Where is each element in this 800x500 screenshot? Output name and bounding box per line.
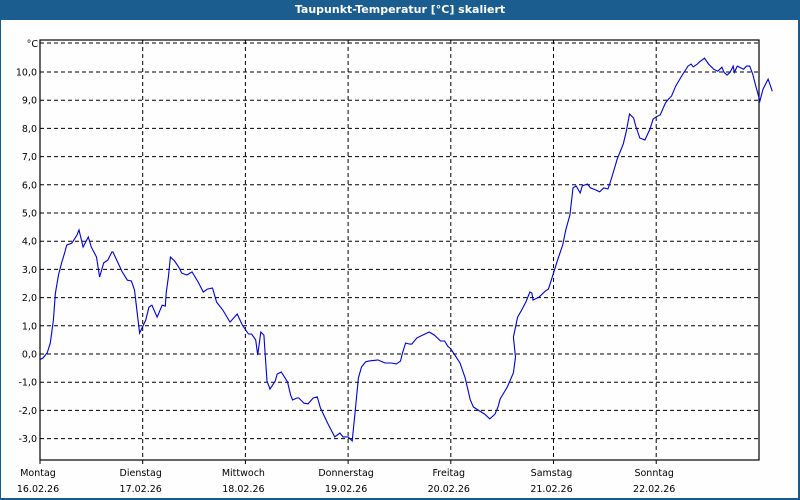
y-tick-label: 6,0 (22, 180, 37, 191)
y-tick-label: 7,0 (22, 152, 37, 163)
x-tick-date: 16.02.26 (17, 484, 59, 495)
y-tick-label: 5,0 (22, 209, 37, 220)
x-axis: Montag 16.02.26 Dienstag 17.02.26 Mittwoch 18… (17, 460, 675, 495)
y-unit-label: °C (27, 39, 39, 50)
dewpoint-line (39, 57, 773, 443)
y-tick-label: -1,0 (18, 378, 37, 389)
x-tick-day: Dienstag (120, 468, 162, 479)
y-tick-label: 9,0 (22, 96, 37, 107)
x-tick-date: 18.02.26 (222, 484, 264, 495)
gridlines (40, 40, 759, 460)
y-axis: 10,0 9,0 8,0 7,0 6,0 5,0 4,0 3,0 2,0 1,0 0,0 -1,0 -2… (16, 68, 37, 446)
x-tick-date: 22.02.26 (633, 484, 675, 495)
y-tick-label: 8,0 (22, 124, 37, 135)
x-tick-day: Samstag (531, 468, 573, 479)
y-tick-label: 3,0 (22, 265, 37, 276)
x-tick-date: 20.02.26 (428, 484, 470, 495)
x-tick-date: 19.02.26 (325, 484, 367, 495)
x-tick-day: Montag (20, 468, 56, 479)
chart-area (1, 20, 798, 498)
y-tick-label: -3,0 (18, 434, 37, 445)
window-title: Taupunkt-Temperatur [°C] skaliert (0, 0, 800, 20)
x-tick-day: Donnerstag (318, 468, 373, 479)
x-tick-day: Sonntag (634, 468, 673, 479)
x-tick-date: 21.02.26 (530, 484, 572, 495)
y-tick-label: 1,0 (22, 321, 37, 332)
x-tick-date: 17.02.26 (120, 484, 162, 495)
plot-frame (39, 39, 760, 461)
y-tick-label: 10,0 (16, 68, 37, 79)
y-tick-label: -2,0 (18, 406, 37, 417)
y-tick-label: 2,0 (22, 293, 37, 304)
y-tick-label: 4,0 (22, 237, 37, 248)
x-tick-day: Mittwoch (222, 468, 265, 479)
y-tick-label: 0,0 (22, 350, 37, 361)
x-tick-day: Freitag (433, 468, 466, 479)
